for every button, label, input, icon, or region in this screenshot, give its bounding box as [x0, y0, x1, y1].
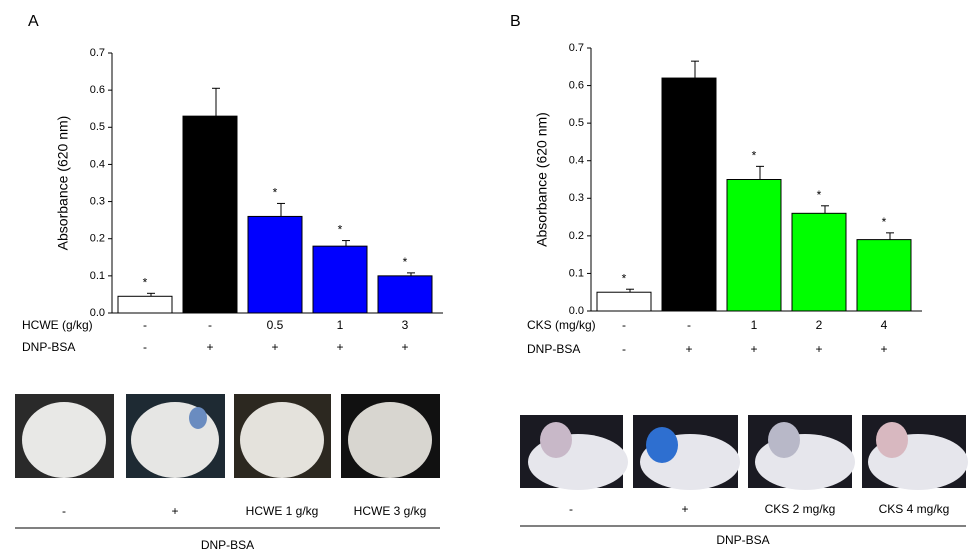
photo-caption: HCWE 1 g/kg	[246, 504, 319, 518]
bar	[791, 212, 847, 312]
bar	[377, 275, 433, 314]
y-tick-label: 0.0	[569, 305, 584, 317]
y-tick-label: 0.4	[90, 158, 105, 170]
row-value: -	[143, 340, 147, 354]
photo-ear	[768, 422, 800, 458]
y-tick-label: 0.1	[90, 270, 105, 282]
y-tick-label: 0.0	[90, 307, 105, 319]
photo-caption: HCWE 3 g/kg	[354, 504, 427, 518]
y-axis-label: Absorbance (620 nm)	[534, 112, 550, 247]
photo-ear	[876, 422, 908, 458]
y-axis-label: Absorbance (620 nm)	[55, 116, 71, 251]
row-value: -	[687, 318, 691, 332]
row-value: 1	[751, 318, 758, 332]
row-value: +	[750, 342, 757, 356]
significance-mark: *	[143, 275, 148, 289]
row-value: +	[815, 342, 822, 356]
bar	[856, 239, 912, 312]
photo-caption: -	[569, 502, 573, 516]
significance-mark: *	[752, 149, 757, 163]
significance-mark: *	[338, 223, 343, 237]
row-value: +	[336, 340, 343, 354]
row-label: HCWE (g/kg)	[22, 318, 93, 332]
photo-caption: -	[62, 504, 66, 518]
group-label: DNP-BSA	[716, 533, 769, 547]
row-value: -	[143, 318, 147, 332]
photo-ear	[646, 427, 678, 463]
bar	[247, 215, 303, 314]
group-label: DNP-BSA	[201, 538, 254, 552]
row-value: -	[208, 318, 212, 332]
row-label: CKS (mg/kg)	[527, 318, 596, 332]
photo-caption: +	[681, 502, 688, 516]
photo-mouse	[348, 402, 432, 478]
bar	[661, 77, 717, 312]
significance-mark: *	[622, 271, 627, 285]
significance-mark: *	[273, 186, 278, 200]
row-value: 2	[816, 318, 823, 332]
row-value: 3	[402, 318, 409, 332]
y-tick-label: 0.7	[90, 47, 105, 59]
photo-mouse	[240, 402, 324, 478]
y-tick-label: 0.2	[569, 230, 584, 242]
y-tick-label: 0.7	[569, 42, 584, 54]
bar	[312, 245, 368, 314]
photo-caption: +	[171, 504, 178, 518]
y-tick-label: 0.5	[569, 117, 584, 129]
y-tick-label: 0.6	[90, 84, 105, 96]
y-tick-label: 0.4	[569, 155, 584, 167]
bar	[726, 179, 782, 312]
row-value: +	[401, 340, 408, 354]
row-value: +	[271, 340, 278, 354]
significance-mark: *	[817, 188, 822, 202]
y-tick-label: 0.1	[569, 267, 584, 279]
row-value: -	[622, 318, 626, 332]
bar	[117, 295, 173, 314]
y-tick-label: 0.2	[90, 233, 105, 245]
y-tick-label: 0.5	[90, 121, 105, 133]
photo-ear	[540, 422, 572, 458]
bar	[596, 291, 652, 312]
photo-ear	[189, 407, 207, 429]
panel-label: A	[28, 13, 39, 30]
y-tick-label: 0.3	[569, 192, 584, 204]
y-tick-label: 0.3	[90, 195, 105, 207]
row-label: DNP-BSA	[527, 342, 580, 356]
significance-mark: *	[403, 255, 408, 269]
photo-caption: CKS 4 mg/kg	[879, 502, 950, 516]
photo-mouse	[22, 402, 106, 478]
row-label: DNP-BSA	[22, 340, 75, 354]
photos-b	[520, 415, 968, 490]
photo-caption: CKS 2 mg/kg	[765, 502, 836, 516]
y-tick-label: 0.6	[569, 79, 584, 91]
row-value: +	[206, 340, 213, 354]
row-value: +	[880, 342, 887, 356]
photos-a	[15, 394, 440, 478]
row-value: 1	[337, 318, 344, 332]
row-value: 0.5	[267, 318, 284, 332]
panel-label: B	[510, 13, 521, 30]
significance-mark: *	[882, 215, 887, 229]
row-value: -	[622, 342, 626, 356]
row-value: +	[685, 342, 692, 356]
bar	[182, 115, 238, 314]
row-value: 4	[881, 318, 888, 332]
